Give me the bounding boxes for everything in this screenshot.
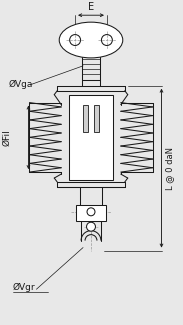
Bar bbox=[76, 205, 106, 221]
Text: ØFil: ØFil bbox=[3, 129, 12, 146]
Bar bbox=[83, 105, 88, 132]
Circle shape bbox=[70, 34, 81, 46]
Text: ØVga: ØVga bbox=[9, 80, 33, 89]
Bar bbox=[69, 95, 113, 180]
Text: E: E bbox=[88, 2, 94, 12]
Text: L @ 0 daN: L @ 0 daN bbox=[165, 147, 174, 189]
Circle shape bbox=[87, 222, 96, 231]
Circle shape bbox=[87, 208, 95, 216]
Bar bbox=[94, 105, 99, 132]
Circle shape bbox=[101, 34, 112, 46]
Ellipse shape bbox=[59, 22, 123, 58]
Text: ØVgr: ØVgr bbox=[13, 283, 35, 292]
